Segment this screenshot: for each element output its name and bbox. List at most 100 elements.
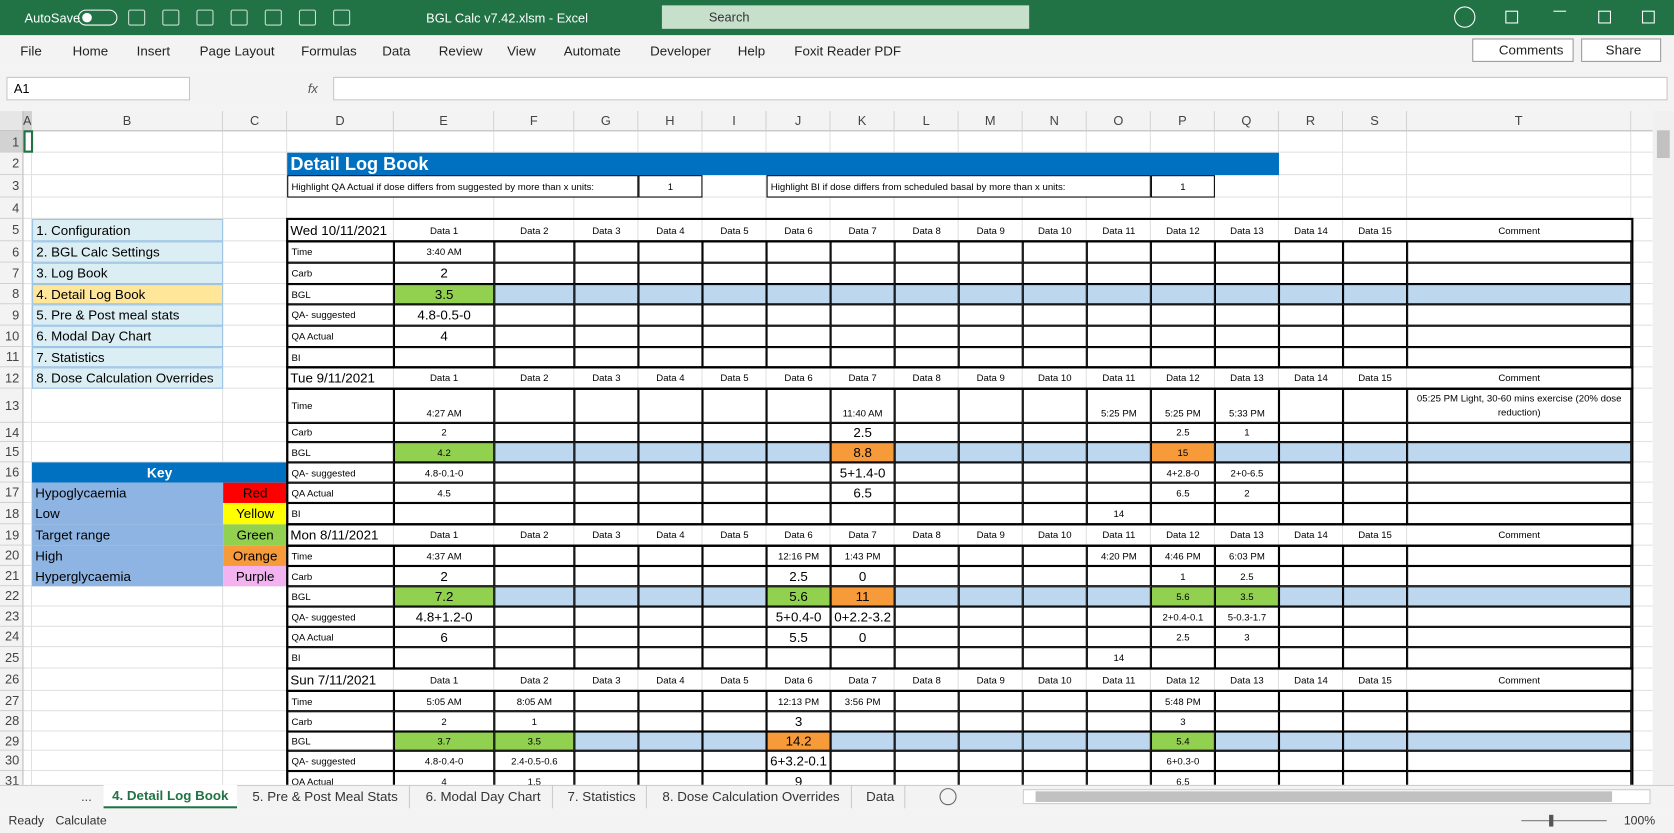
column-header[interactable]: G (574, 111, 639, 132)
ribbon-tab[interactable]: Foxit Reader PDF (794, 43, 902, 59)
bgl-cell[interactable] (574, 284, 639, 305)
column-header[interactable]: S (1343, 111, 1408, 132)
data-cell[interactable] (1343, 711, 1408, 732)
data-cell[interactable] (1278, 750, 1344, 772)
data-cell[interactable] (1022, 462, 1087, 483)
bgl-cell[interactable] (1343, 284, 1408, 305)
bgl-cell[interactable]: 3.7 (393, 731, 495, 751)
bgl-cell[interactable] (1022, 731, 1087, 751)
sheet-tab[interactable]: Data (856, 784, 906, 809)
data-cell[interactable] (638, 565, 703, 587)
data-cell[interactable] (494, 304, 575, 326)
data-cell[interactable]: 1.5 (494, 771, 575, 785)
column-header[interactable]: M (958, 111, 1023, 132)
search-box[interactable]: Search (661, 5, 1030, 29)
data-cell[interactable] (638, 304, 703, 326)
row-header[interactable]: 30 (0, 750, 24, 772)
data-cell[interactable] (958, 482, 1023, 503)
column-header[interactable]: O (1086, 111, 1151, 132)
bgl-cell[interactable] (1278, 731, 1344, 751)
bgl-cell[interactable] (894, 442, 959, 463)
data-cell[interactable]: 2+0.4-0.1 (1150, 606, 1215, 627)
data-cell[interactable] (1214, 325, 1279, 348)
row-header[interactable]: 31 (0, 771, 24, 785)
bgl-cell[interactable]: 3.5 (494, 731, 575, 751)
camera-icon[interactable] (230, 9, 248, 26)
data-cell[interactable] (830, 771, 895, 785)
data-cell[interactable] (1086, 750, 1151, 772)
data-cell[interactable] (702, 771, 767, 785)
comment-cell[interactable] (1407, 325, 1632, 348)
ribbon-tab[interactable]: Developer (650, 43, 712, 59)
ribbon-tab[interactable]: File (20, 43, 42, 59)
bgl-cell[interactable] (702, 284, 767, 305)
bgl-cell[interactable]: 5.6 (1150, 586, 1215, 607)
formula-input[interactable] (333, 76, 1668, 101)
data-cell[interactable] (702, 422, 767, 443)
row-header[interactable]: 6 (0, 241, 24, 263)
data-cell[interactable]: 4 (393, 771, 495, 785)
comment-cell[interactable] (1407, 304, 1632, 326)
row-header[interactable]: 4 (0, 197, 24, 219)
data-cell[interactable] (766, 422, 831, 443)
data-cell[interactable] (702, 750, 767, 772)
row-header[interactable]: 10 (0, 325, 24, 348)
bgl-cell[interactable]: 4.2 (393, 442, 495, 463)
data-cell[interactable] (958, 422, 1023, 443)
bgl-cell[interactable] (958, 284, 1023, 305)
data-cell[interactable] (1343, 462, 1408, 483)
data-cell[interactable] (958, 462, 1023, 483)
bgl-cell[interactable] (1278, 442, 1344, 463)
bgl-cell[interactable]: 11 (830, 586, 895, 607)
bgl-cell[interactable] (1086, 284, 1151, 305)
data-cell[interactable] (1214, 771, 1279, 785)
data-cell[interactable] (1086, 711, 1151, 732)
row-header[interactable]: 17 (0, 482, 24, 503)
sort-icon[interactable] (264, 9, 282, 26)
data-cell[interactable]: 4.8-0.4-0 (393, 750, 495, 772)
bgl-cell[interactable] (1214, 731, 1279, 751)
bgl-cell[interactable] (958, 586, 1023, 607)
bgl-cell[interactable] (830, 731, 895, 751)
share-button[interactable]: Share (1581, 38, 1662, 62)
data-cell[interactable]: 3 (1150, 711, 1215, 732)
data-cell[interactable] (574, 750, 639, 772)
bgl-cell[interactable] (638, 586, 703, 607)
nav-link[interactable]: 6. Modal Day Chart (32, 325, 224, 348)
data-cell[interactable] (958, 262, 1023, 285)
data-cell[interactable] (702, 565, 767, 587)
column-header[interactable]: R (1278, 111, 1344, 132)
data-cell[interactable] (702, 304, 767, 326)
data-cell[interactable] (1086, 771, 1151, 785)
data-cell[interactable] (1022, 325, 1087, 348)
row-header[interactable]: 1 (0, 131, 24, 153)
data-cell[interactable] (958, 626, 1023, 648)
data-cell[interactable] (574, 771, 639, 785)
data-cell[interactable] (1343, 304, 1408, 326)
data-cell[interactable] (894, 711, 959, 732)
row-header[interactable]: 28 (0, 711, 24, 732)
data-cell[interactable]: 4.8-0.1-0 (393, 462, 495, 483)
column-header[interactable]: N (1022, 111, 1087, 132)
row-header[interactable]: 3 (0, 175, 24, 198)
data-cell[interactable] (1278, 462, 1344, 483)
setting-value[interactable]: 1 (1150, 175, 1215, 198)
bgl-cell[interactable] (1022, 284, 1087, 305)
bgl-cell[interactable]: 8.8 (830, 442, 895, 463)
bgl-cell[interactable]: 14.2 (766, 731, 831, 751)
bgl-cell[interactable] (1022, 586, 1087, 607)
data-cell[interactable]: 0 (830, 565, 895, 587)
data-cell[interactable]: 6.5 (1150, 482, 1215, 503)
bgl-cell[interactable] (894, 284, 959, 305)
data-cell[interactable] (1278, 422, 1344, 443)
data-cell[interactable] (1278, 325, 1344, 348)
data-cell[interactable] (1022, 262, 1087, 285)
bgl-cell[interactable]: 3.5 (1214, 586, 1279, 607)
data-cell[interactable] (766, 304, 831, 326)
data-cell[interactable] (958, 750, 1023, 772)
data-cell[interactable] (638, 606, 703, 627)
data-cell[interactable] (574, 565, 639, 587)
data-cell[interactable] (494, 422, 575, 443)
row-header[interactable]: 27 (0, 690, 24, 712)
data-cell[interactable] (830, 711, 895, 732)
